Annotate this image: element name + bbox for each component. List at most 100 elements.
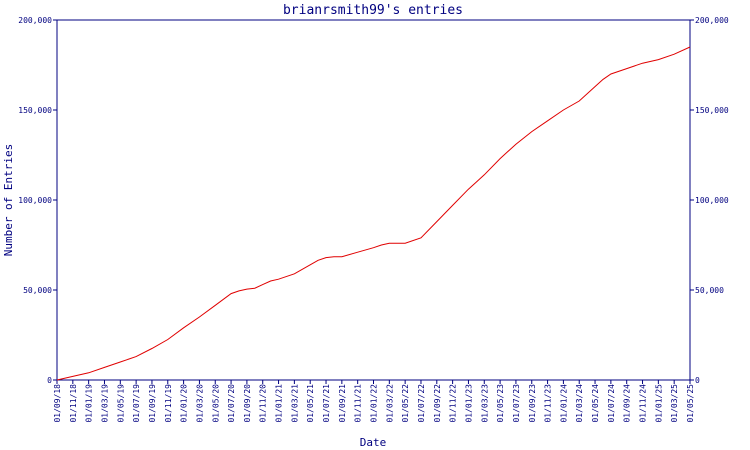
data-point [231,293,232,294]
data-point [357,252,358,253]
plot-area-frame [56,19,691,381]
x-tick-label: 01/01/19 [85,384,94,423]
data-point [88,372,89,373]
x-tick-label: 01/03/25 [670,384,679,423]
x-tick-label: 01/05/23 [496,384,505,423]
y-tick-label-left: 200,000 [18,16,52,25]
data-point [262,284,263,285]
data-point [397,243,398,244]
data-point [270,280,271,281]
data-point [626,68,627,69]
x-tick-label: 01/01/22 [370,384,379,423]
data-point [341,256,342,257]
data-point [642,63,643,64]
x-tick-label: 01/01/23 [464,384,473,423]
data-point [167,339,168,340]
data-point [389,243,390,244]
x-tick-label: 01/11/21 [354,384,363,423]
x-tick-label: 01/09/19 [148,384,157,423]
x-tick-label: 01/11/22 [449,384,458,423]
x-tick-label: 01/03/19 [100,384,109,423]
data-point [381,244,382,245]
data-point [120,361,121,362]
y-tick-label-left: 50,000 [23,286,52,295]
y-tick-label-right: 0 [695,376,700,385]
data-point [333,256,334,257]
x-tick-label: 01/09/20 [243,384,252,423]
data-point [500,158,501,159]
data-point [563,109,564,110]
data-point [254,288,255,289]
x-tick-label: 01/07/21 [322,384,331,423]
x-tick-label: 01/03/24 [575,384,584,423]
x-tick-label: 01/11/24 [639,384,648,423]
data-point [199,316,200,317]
data-point [246,289,247,290]
y-tick-label-right: 100,000 [695,196,729,205]
x-tick-label: 01/03/23 [480,384,489,423]
data-point [452,205,453,206]
data-point [689,46,690,47]
data-point [674,54,675,55]
x-tick-label: 01/05/22 [401,384,410,423]
data-point [610,73,611,74]
data-point [56,379,57,380]
x-tick-label: 01/11/19 [164,384,173,423]
x-tick-label: 01/01/21 [275,384,284,423]
data-point [310,264,311,265]
data-point [104,367,105,368]
y-axis-right: 0 50,000 100,000 150,000 200,000 [690,16,729,385]
x-tick-label: 01/05/21 [306,384,315,423]
x-tick-label: 01/03/21 [290,384,299,423]
y-tick-label-right: 50,000 [695,286,724,295]
x-tick-label: 01/09/23 [528,384,537,423]
data-point [183,327,184,328]
y-tick-label-right: 150,000 [695,106,729,115]
x-tick-label: 01/09/18 [53,384,62,423]
data-point [318,260,319,261]
x-tick-label: 01/07/19 [132,384,141,423]
y-axis-title: Number of Entries [2,144,15,257]
x-axis-title: Date [360,436,387,449]
series-layer [56,46,691,381]
data-point [238,290,239,291]
x-tick-label: 01/01/24 [559,384,568,423]
data-point [468,189,469,190]
x-tick-label: 01/11/23 [544,384,553,423]
x-tick-label: 01/01/20 [180,384,189,423]
data-point [72,376,73,377]
data-point [547,120,548,121]
data-point [436,221,437,222]
data-point [420,237,421,238]
data-point [278,279,279,280]
data-point [531,131,532,132]
data-point [476,181,477,182]
data-point [325,257,326,258]
x-tick-label: 01/07/20 [227,384,236,423]
x-tick-label: 01/09/22 [433,384,442,423]
x-tick-label: 01/05/24 [591,384,600,423]
x-tick-label: 01/09/24 [623,384,632,423]
x-tick-label: 01/05/20 [211,384,220,423]
x-axis: 01/09/18 01/11/18 01/01/19 01/03/19 01/05/19… [53,380,695,423]
x-tick-label: 01/07/23 [512,384,521,423]
y-tick-label-left: 150,000 [18,106,52,115]
data-point [405,243,406,244]
data-point [294,273,295,274]
y-tick-label-left: 0 [47,376,52,385]
y-tick-label-left: 100,000 [18,196,52,205]
x-tick-label: 01/11/20 [259,384,268,423]
y-tick-label-right: 200,000 [695,16,729,25]
x-tick-label: 01/05/25 [686,384,695,423]
y-axis-left: 0 50,000 100,000 150,000 200,000 [18,16,57,385]
data-point [484,174,485,175]
x-tick-label: 01/05/19 [116,384,125,423]
data-point [215,305,216,306]
data-point [579,100,580,101]
x-tick-label: 01/03/22 [385,384,394,423]
data-point [658,59,659,60]
x-tick-label: 01/07/24 [607,384,616,423]
data-point [602,79,603,80]
data-point [594,86,595,87]
